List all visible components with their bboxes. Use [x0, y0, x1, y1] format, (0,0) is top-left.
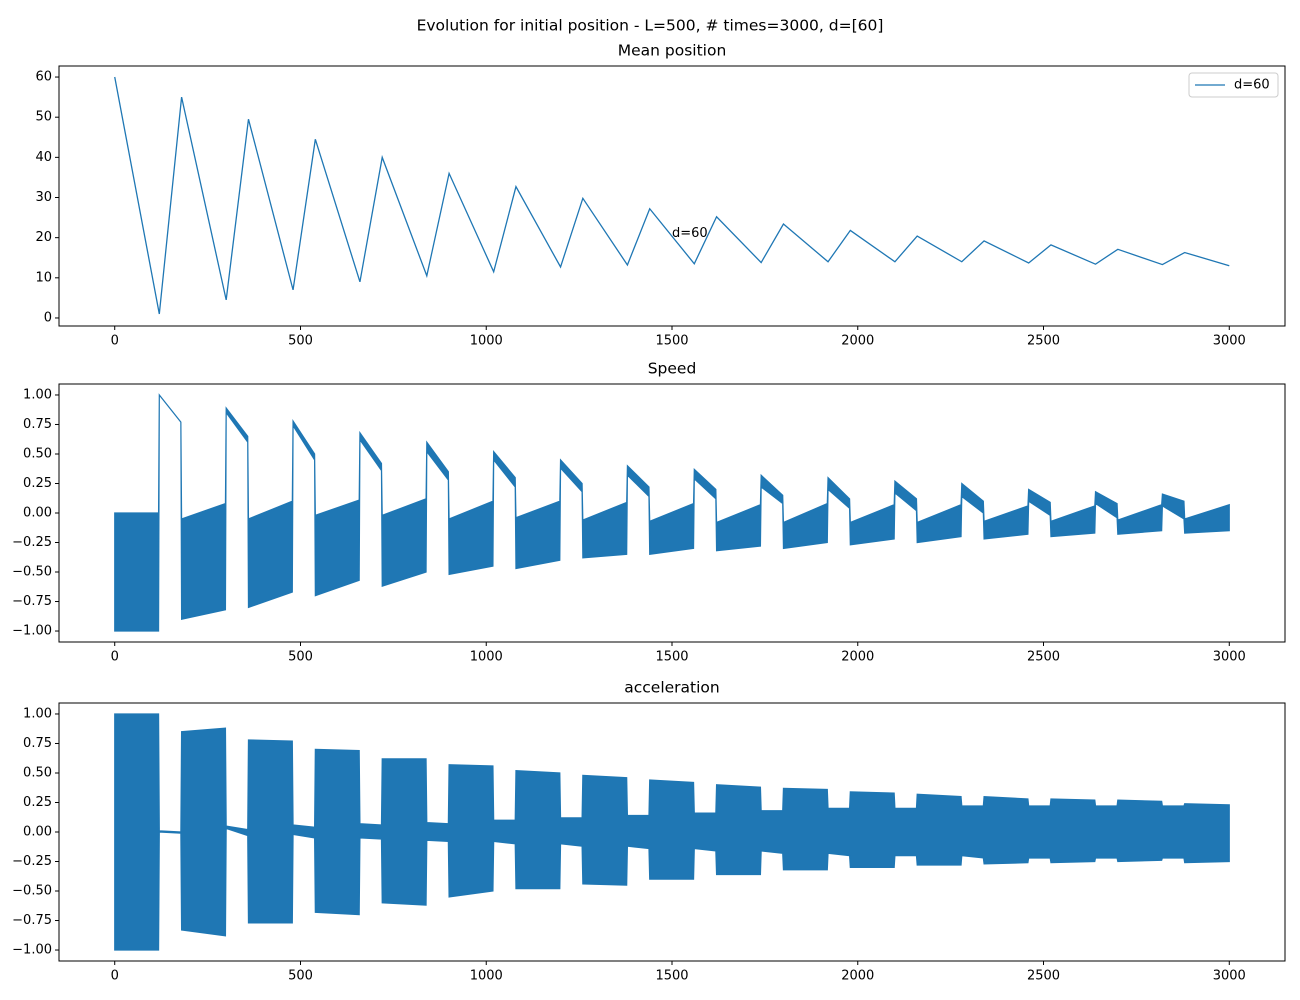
- plot-area: [114, 393, 1230, 632]
- x-tick-label: 1500: [655, 650, 688, 665]
- x-tick-label: 0: [111, 650, 119, 665]
- x-tick-label: 2000: [841, 969, 874, 984]
- y-tick-label: 0.25: [23, 476, 52, 491]
- y-tick-label: 0.00: [23, 825, 52, 840]
- y-tick-label: −0.75: [12, 913, 52, 928]
- axes-frame: [58, 383, 1286, 643]
- y-tick-label: −0.50: [12, 884, 52, 899]
- x-tick-label: 0: [111, 969, 119, 984]
- legend-box: [1188, 72, 1279, 98]
- axes-frame: [58, 702, 1286, 962]
- y-tick-label: −0.75: [12, 594, 52, 609]
- x-tick-label: 2500: [1027, 650, 1060, 665]
- x-tick-label: 1000: [470, 650, 503, 665]
- x-tick-label: 500: [288, 334, 313, 349]
- x-tick-label: 2000: [841, 334, 874, 349]
- y-tick-label: 30: [35, 190, 52, 205]
- y-tick-label: −1.00: [12, 624, 52, 639]
- plot-area: [114, 76, 1230, 315]
- x-tick-label: 1000: [470, 969, 503, 984]
- x-tick-label: 0: [111, 334, 119, 349]
- plot-area: [114, 713, 1230, 951]
- range-area: [114, 713, 1230, 951]
- y-tick-label: 0: [44, 310, 52, 325]
- x-tick-label: 2500: [1027, 334, 1060, 349]
- x-tick-label: 2000: [841, 650, 874, 665]
- legend: d=60: [1188, 72, 1279, 98]
- range-area: [114, 393, 1230, 632]
- y-tick-label: 0.75: [23, 417, 52, 432]
- axes-title: Speed: [648, 360, 697, 378]
- y-tick-label: 0.25: [23, 795, 52, 810]
- y-tick-label: 20: [35, 230, 52, 245]
- annotation: d=60: [672, 226, 708, 241]
- axes-title: acceleration: [624, 679, 719, 697]
- y-tick-label: 0.50: [23, 765, 52, 780]
- x-tick-label: 3000: [1213, 969, 1246, 984]
- legend-label: d=60: [1234, 78, 1270, 93]
- y-tick-label: 1.00: [23, 387, 52, 402]
- y-tick-label: 10: [35, 270, 52, 285]
- x-tick-label: 3000: [1213, 650, 1246, 665]
- y-tick-label: −0.25: [12, 535, 52, 550]
- y-tick-label: −0.50: [12, 565, 52, 580]
- y-tick-label: 60: [35, 70, 52, 85]
- figure-title: Evolution for initial position - L=500, …: [417, 17, 884, 35]
- x-tick-label: 1500: [655, 969, 688, 984]
- y-tick-label: 0.00: [23, 506, 52, 521]
- line: [114, 76, 1230, 315]
- axes-frame: [58, 65, 1286, 327]
- x-tick-label: 500: [288, 650, 313, 665]
- y-tick-label: 1.00: [23, 706, 52, 721]
- x-tick-label: 3000: [1213, 334, 1246, 349]
- x-tick-label: 500: [288, 969, 313, 984]
- x-tick-label: 1500: [655, 334, 688, 349]
- x-tick-label: 2500: [1027, 969, 1060, 984]
- y-tick-label: 40: [35, 150, 52, 165]
- y-tick-label: 0.75: [23, 736, 52, 751]
- y-tick-label: −0.25: [12, 854, 52, 869]
- y-tick-label: −1.00: [12, 943, 52, 958]
- y-tick-label: 0.50: [23, 446, 52, 461]
- x-tick-label: 1000: [470, 334, 503, 349]
- axes-title: Mean position: [618, 42, 727, 60]
- y-tick-label: 50: [35, 110, 52, 125]
